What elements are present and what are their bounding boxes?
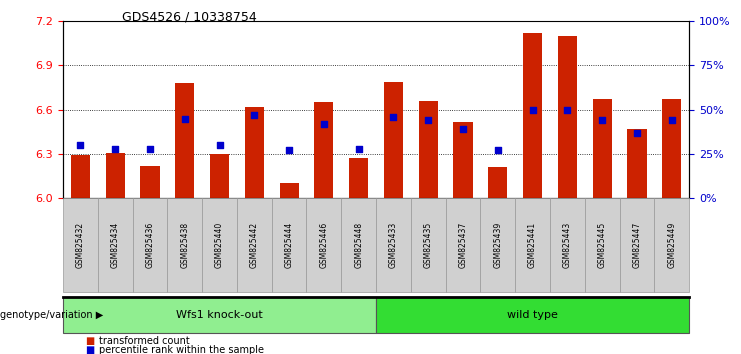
- Bar: [523, 33, 542, 198]
- Point: [492, 148, 504, 153]
- Text: GSM825437: GSM825437: [459, 222, 468, 268]
- Text: transformed count: transformed count: [99, 336, 189, 346]
- Bar: [384, 82, 403, 198]
- Bar: [662, 99, 681, 198]
- Text: GSM825438: GSM825438: [180, 222, 189, 268]
- Bar: [349, 159, 368, 198]
- Bar: [245, 107, 264, 198]
- Text: genotype/variation ▶: genotype/variation ▶: [0, 310, 103, 320]
- Point: [527, 107, 539, 113]
- Bar: [558, 36, 577, 198]
- Text: GSM825447: GSM825447: [633, 222, 642, 268]
- Bar: [175, 83, 194, 198]
- Text: GSM825434: GSM825434: [110, 222, 119, 268]
- Text: GSM825446: GSM825446: [319, 222, 328, 268]
- Text: GSM825449: GSM825449: [667, 222, 677, 268]
- Bar: [314, 102, 333, 198]
- Text: GSM825448: GSM825448: [354, 222, 363, 268]
- Text: GSM825440: GSM825440: [215, 222, 224, 268]
- Point: [144, 146, 156, 152]
- Text: GSM825443: GSM825443: [563, 222, 572, 268]
- Point: [213, 142, 225, 148]
- Text: GSM825441: GSM825441: [528, 222, 537, 268]
- Bar: [628, 129, 646, 198]
- Text: Wfs1 knock-out: Wfs1 knock-out: [176, 310, 263, 320]
- Point: [388, 114, 399, 120]
- Text: ■: ■: [85, 346, 94, 354]
- Text: percentile rank within the sample: percentile rank within the sample: [99, 346, 264, 354]
- Point: [666, 118, 678, 123]
- Text: wild type: wild type: [507, 310, 558, 320]
- Point: [631, 130, 643, 136]
- Bar: [593, 99, 612, 198]
- Point: [248, 112, 260, 118]
- Bar: [210, 154, 229, 198]
- Point: [597, 118, 608, 123]
- Bar: [71, 155, 90, 198]
- Bar: [106, 153, 124, 198]
- Text: GSM825435: GSM825435: [424, 222, 433, 268]
- Bar: [419, 101, 438, 198]
- Bar: [453, 121, 473, 198]
- Point: [562, 107, 574, 113]
- Point: [283, 148, 295, 153]
- Point: [318, 121, 330, 127]
- Text: GSM825444: GSM825444: [285, 222, 293, 268]
- Text: GSM825432: GSM825432: [76, 222, 85, 268]
- Text: GSM825436: GSM825436: [145, 222, 154, 268]
- Text: ■: ■: [85, 336, 94, 346]
- Text: GSM825442: GSM825442: [250, 222, 259, 268]
- Bar: [140, 166, 159, 198]
- Point: [457, 126, 469, 132]
- Point: [109, 146, 121, 152]
- Text: GSM825433: GSM825433: [389, 222, 398, 268]
- Bar: [488, 167, 508, 198]
- Text: GSM825445: GSM825445: [598, 222, 607, 268]
- Bar: [279, 183, 299, 198]
- Point: [74, 142, 86, 148]
- Text: GSM825439: GSM825439: [494, 222, 502, 268]
- Point: [353, 146, 365, 152]
- Text: GDS4526 / 10338754: GDS4526 / 10338754: [122, 11, 257, 24]
- Point: [422, 118, 434, 123]
- Point: [179, 116, 190, 121]
